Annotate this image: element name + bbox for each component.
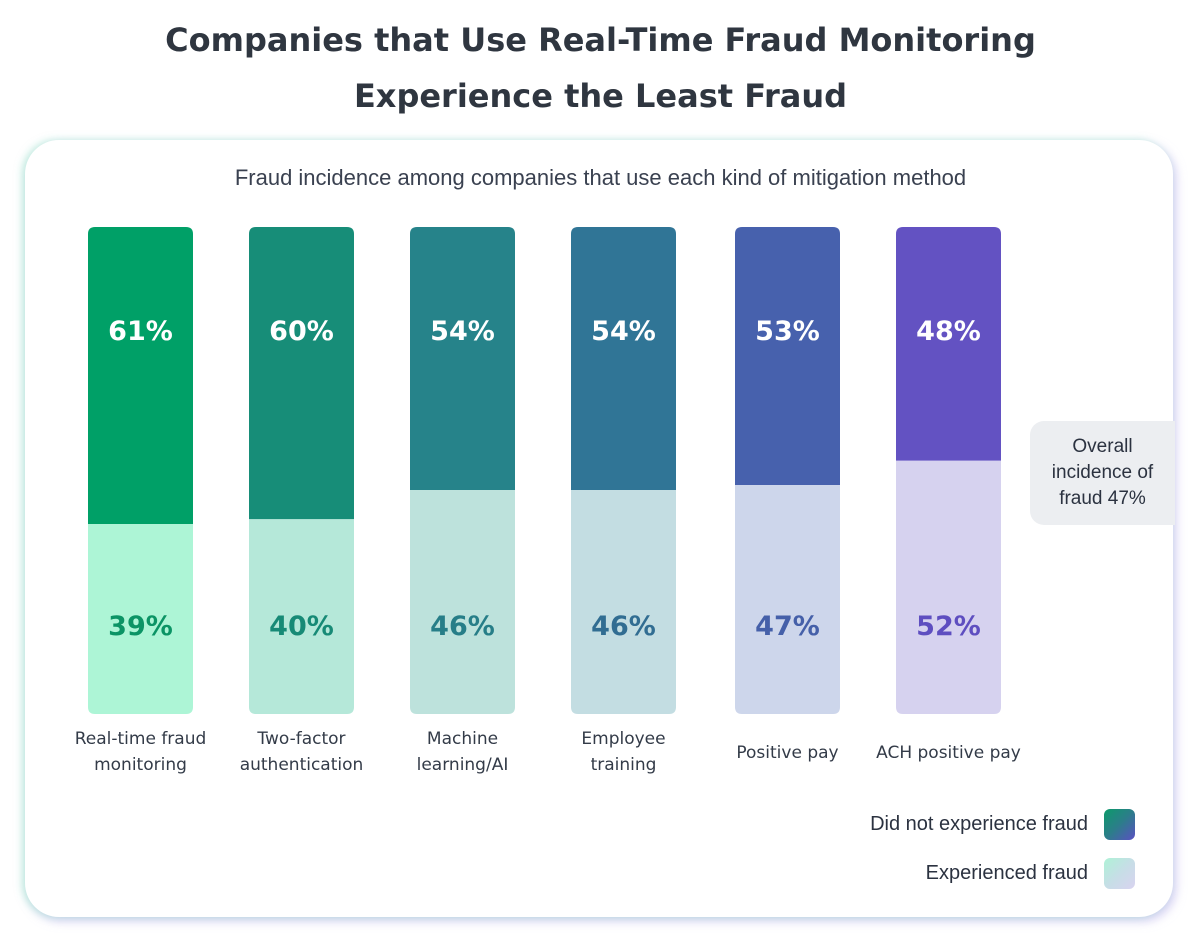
data-label-experienced-0: 39% (108, 611, 173, 642)
bar-experienced-0 (88, 524, 193, 714)
data-label-did-not-experience-1: 60% (269, 316, 334, 347)
bar-experienced-5 (896, 460, 1001, 714)
data-label-did-not-experience-2: 54% (430, 316, 495, 347)
data-label-experienced-2: 46% (430, 611, 495, 642)
data-label-experienced-5: 52% (916, 611, 981, 642)
legend-item-experienced: Experienced fraud (926, 858, 1135, 889)
category-label-5-line-0: ACH positive pay (876, 743, 1021, 763)
bar-experienced-3 (571, 489, 676, 714)
category-label-0-line-0: Real-time fraud (75, 729, 207, 749)
legend-swatch-experienced (1104, 858, 1135, 889)
legend-swatch-did-not-experience (1104, 809, 1135, 840)
data-label-experienced-4: 47% (755, 611, 820, 642)
chart-title: Companies that Use Real-Time Fraud Monit… (0, 12, 1201, 124)
category-label-3-line-0: Employee (581, 729, 665, 749)
data-label-did-not-experience-0: 61% (108, 316, 173, 347)
data-label-did-not-experience-4: 53% (755, 316, 820, 347)
category-label-1-line-0: Two-factor (256, 729, 345, 749)
category-label-3-line-1: training (591, 755, 657, 775)
legend-label-did-not-experience: Did not experience fraud (870, 813, 1088, 835)
chart-title-line1: Companies that Use Real-Time Fraud Monit… (165, 21, 1036, 59)
legend-label-experienced: Experienced fraud (925, 862, 1088, 884)
chart-title-line2: Experience the Least Fraud (353, 77, 848, 115)
data-label-did-not-experience-3: 54% (591, 316, 656, 347)
bar-did-not-experience-5 (896, 227, 1001, 461)
data-label-experienced-3: 46% (591, 611, 656, 642)
category-label-2-line-1: learning/AI (417, 755, 509, 775)
legend-item-did-not-experience: Did not experience fraud (870, 809, 1135, 840)
category-label-0-line-1: monitoring (94, 755, 187, 775)
bar-did-not-experience-2 (410, 227, 515, 490)
bar-did-not-experience-3 (571, 227, 676, 490)
overall-incidence-note: Overall incidence of fraud 47% (1030, 421, 1175, 525)
bar-did-not-experience-1 (249, 227, 354, 520)
category-label-4-line-0: Positive pay (736, 743, 838, 763)
bar-experienced-4 (735, 485, 840, 714)
bar-did-not-experience-4 (735, 227, 840, 486)
chart-subtitle: Fraud incidence among companies that use… (234, 165, 967, 190)
category-label-1-line-1: authentication (240, 755, 364, 775)
bar-experienced-2 (410, 489, 515, 714)
data-label-experienced-1: 40% (269, 611, 334, 642)
category-label-2-line-0: Machine (427, 729, 498, 749)
bar-experienced-1 (249, 519, 354, 714)
bar-did-not-experience-0 (88, 227, 193, 525)
data-label-did-not-experience-5: 48% (916, 316, 981, 347)
